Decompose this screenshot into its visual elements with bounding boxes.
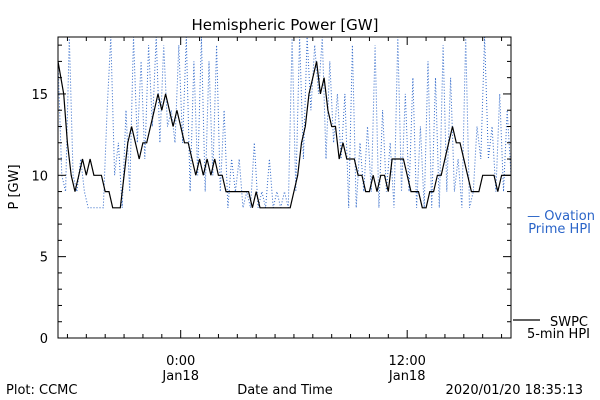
x-tick-time-label: 12:00 bbox=[388, 354, 425, 369]
y-axis-label: P [GW] bbox=[7, 164, 22, 209]
timestamp: 2020/01/20 18:35:13 bbox=[446, 383, 583, 398]
y-tick-label: 5 bbox=[40, 251, 48, 266]
series-swpc-line bbox=[57, 61, 511, 209]
y-tick-label: 10 bbox=[31, 169, 48, 184]
legend-swpc-line1: SWPC bbox=[550, 315, 588, 330]
plot-frame bbox=[57, 36, 512, 339]
plot-credit: Plot: CCMC bbox=[6, 383, 77, 398]
legend-ovation-line1: — Ovation bbox=[527, 209, 595, 224]
y-tick-label: 0 bbox=[40, 332, 48, 347]
x-tick-date-label: Jan18 bbox=[388, 369, 426, 384]
legend-ovation-line2: Prime HPI bbox=[528, 222, 591, 237]
chart-title: Hemispheric Power [GW] bbox=[192, 16, 379, 34]
y-tick-label: 15 bbox=[31, 88, 48, 103]
legend-swpc-line2: 5-min HPI bbox=[527, 327, 590, 342]
series-ovation-line bbox=[57, 36, 512, 209]
legend: — Ovation Prime HPI SWPC 5-min HPI bbox=[513, 209, 595, 342]
x-tick-date-label: Jan18 bbox=[161, 369, 199, 384]
x-tick-time-label: 0:00 bbox=[166, 354, 195, 369]
x-axis-label: Date and Time bbox=[237, 383, 333, 398]
